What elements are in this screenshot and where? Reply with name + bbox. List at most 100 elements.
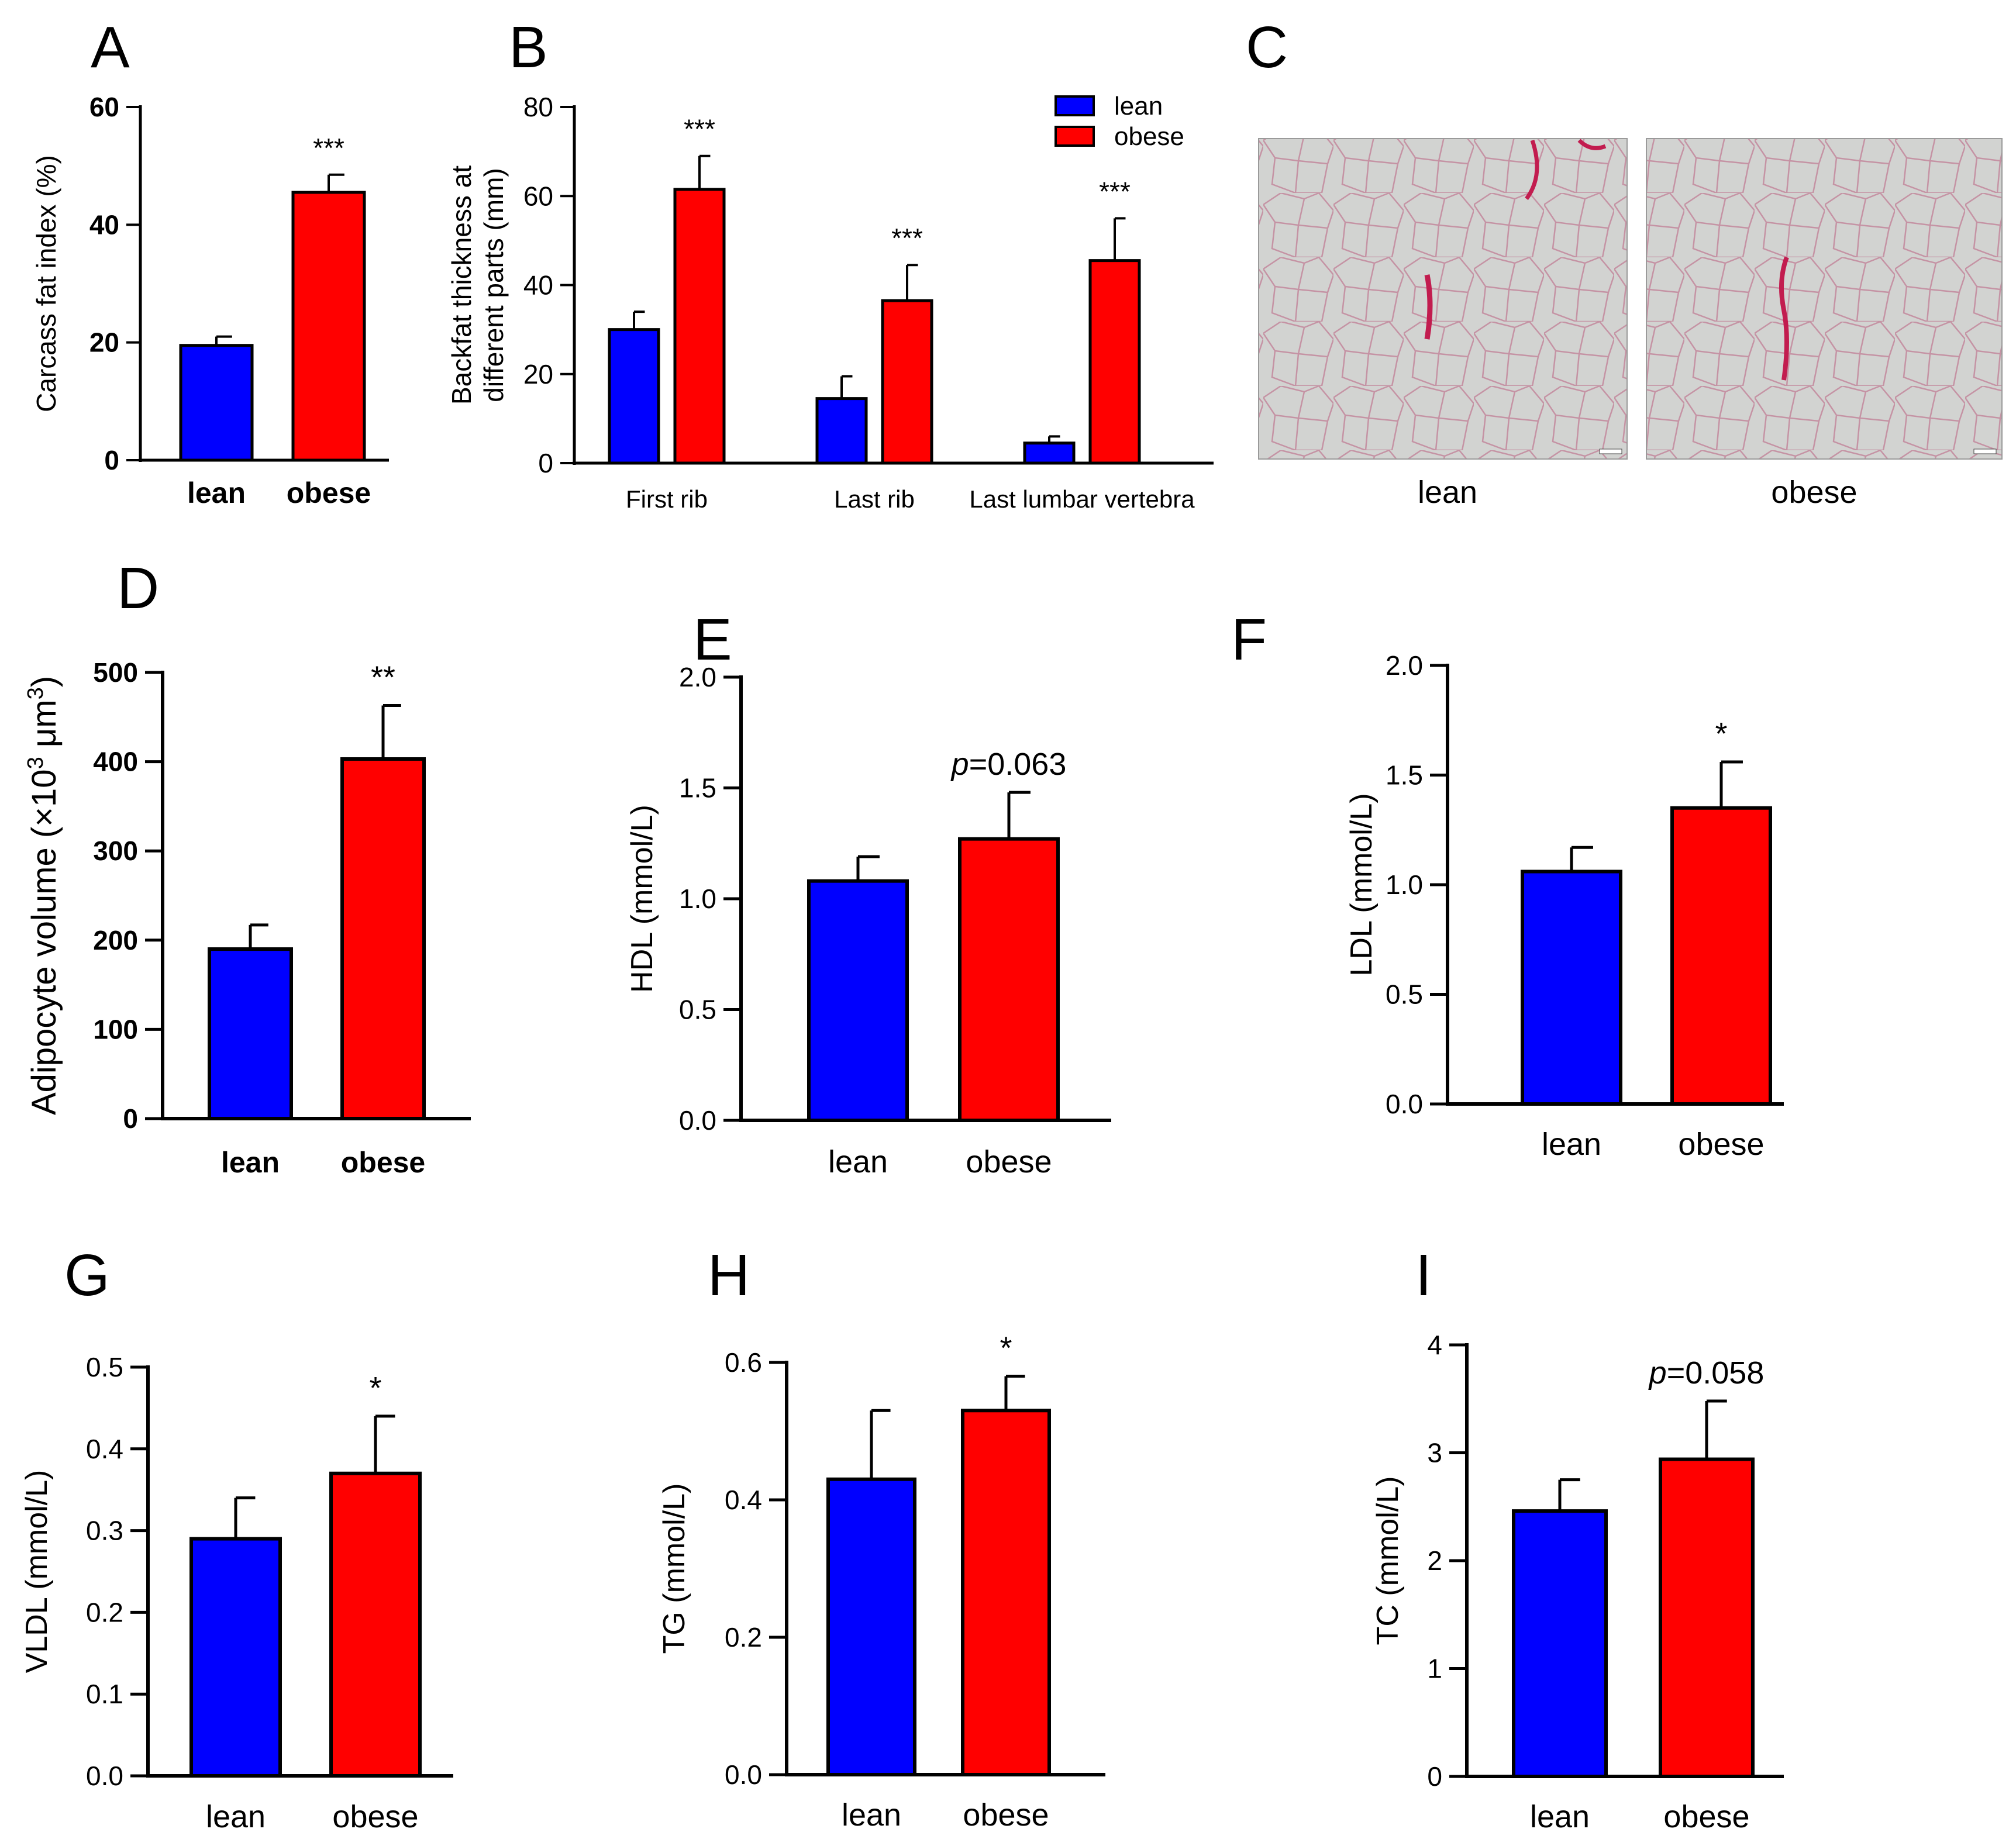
panel-letter-f: F [1231,607,1267,672]
panel-e-y-tick-label: 2.0 [679,662,716,692]
panel-b-category-label: Last lumbar vertebra [969,485,1195,513]
panel-g-y-label: VLDL (mmol/L) [20,1470,54,1674]
panel-i-y-label: TC (mmol/L) [1371,1476,1405,1645]
histology-image-lean [1258,138,1628,460]
panel-f-y-tick-label: 0.5 [1386,979,1423,1010]
panel-f-y-tick-label: 2.0 [1386,650,1423,681]
panel-e-y-tick-label: 0.5 [679,995,716,1025]
panel-letter-g: G [64,1243,110,1308]
panel-b-obese-1-significance: *** [891,223,923,253]
panel-i-y-tick-label: 3 [1427,1438,1442,1468]
panel-h-y-tick-label: 0.6 [725,1347,762,1378]
panel-letter-b: B [509,15,548,80]
panel-g-y-tick-label: 0.4 [86,1434,123,1464]
panel-a-y-label: Carcass fat index (%) [31,155,61,412]
legend-label-lean: lean [1114,92,1163,120]
panel-b-obese-0-significance: *** [684,114,715,144]
panel-a-lean-bar [179,344,254,462]
panel-b-y-label-line1: Backfat thickness at [446,165,477,405]
panel-a-category-label: lean [187,477,246,509]
panel-letter-c: C [1246,15,1288,80]
panel-e-y-tick-label: 1.5 [679,773,716,803]
panel-b-y-tick-label: 80 [523,92,553,122]
panel-b-category-label: Last rib [834,485,915,513]
panel-i-y-tick-label: 1 [1427,1654,1442,1684]
panel-i-y-tick-label: 2 [1427,1545,1442,1576]
panel-g-category-label: obese [332,1799,418,1834]
panel-g-lean-bar [189,1537,282,1778]
panel-i-category-label: lean [1530,1799,1590,1834]
panel-e-obese-bar [958,837,1060,1123]
panel-b-y-tick-label: 40 [523,270,553,301]
panel-e-y-tick-label: 0.0 [679,1105,716,1136]
panel-f-y-tick-label: 1.0 [1386,870,1423,900]
panel-e-obese-significance: p=0.063 [950,747,1067,782]
panel-g-y-tick-label: 0.5 [86,1352,123,1382]
panel-h-y-tick-label: 0.2 [725,1622,762,1652]
panel-h-category-label: obese [963,1797,1049,1833]
panel-g-obese-bar [329,1471,422,1778]
legend-swatch-lean [1054,95,1095,116]
legend-swatch-obese [1054,126,1095,147]
panel-e-lean-bar [807,879,909,1123]
panel-g-y-tick-label: 0.0 [86,1761,123,1791]
panel-d-category-label: lean [221,1146,280,1179]
panel-d-y-tick-label: 100 [93,1014,138,1044]
panel-f-category-label: lean [1542,1127,1601,1162]
panel-g-obese-significance: * [369,1371,381,1406]
panel-b-y-label-line2: different parts (mm) [478,168,509,402]
panel-b-y-tick-label: 0 [538,448,553,478]
panel-h-obese-significance: * [1000,1331,1012,1366]
panel-f-y-tick-label: 0.0 [1386,1089,1423,1119]
panel-b-obese-2-bar [1088,259,1141,465]
panel-b-lean-0-bar [608,328,660,465]
panel-d-y-tick-label: 400 [93,747,138,777]
panel-a-y-tick-label: 40 [89,209,119,240]
panel-e-y-tick-label: 1.0 [679,884,716,914]
panel-i-y-tick-label: 4 [1427,1330,1442,1360]
panel-h-y-tick-label: 0.0 [725,1759,762,1790]
panel-letter-d: D [117,556,159,621]
panel-d-y-label: Adipocyte volume (×103 μm3) [23,676,63,1115]
panel-h-obese-bar [961,1409,1051,1776]
panel-d-y-tick-label: 500 [93,657,138,688]
panel-h-lean-bar [826,1477,916,1776]
panel-d-obese-bar [340,757,426,1120]
panel-e-y-label: HDL (mmol/L) [625,805,659,993]
panel-d-obese-significance: ** [371,660,395,695]
panel-f-obese-bar [1670,806,1772,1106]
panel-b-y-tick-label: 20 [523,359,553,389]
panel-b-obese-1-bar [881,299,933,465]
panel-f-category-label: obese [1678,1127,1764,1162]
legend-label-obese: obese [1114,122,1184,151]
panel-a-y-tick-label: 60 [89,92,119,122]
panel-letter-a: A [91,15,130,80]
panel-d-y-tick-label: 200 [93,925,138,955]
panel-f-y-tick-label: 1.5 [1386,760,1423,791]
panel-i-obese-significance: p=0.058 [1648,1355,1765,1391]
panel-b-obese-2-significance: *** [1099,176,1131,206]
panel-i-y-tick-label: 0 [1427,1761,1442,1792]
panel-d-lean-bar [208,947,293,1121]
panel-a-obese-significance: *** [313,133,344,163]
panel-i-category-label: obese [1663,1799,1749,1834]
panel-i-obese-bar [1659,1457,1755,1779]
histology-label-obese: obese [1771,475,1857,510]
panel-d-category-label: obese [341,1146,426,1179]
panel-d-y-tick-label: 300 [93,836,138,866]
panel-a-category-label: obese [287,477,371,509]
panel-b-obese-0-bar [673,188,726,465]
panel-g-y-tick-label: 0.1 [86,1679,123,1709]
panel-f-obese-significance: * [1715,716,1727,751]
panel-g-y-tick-label: 0.3 [86,1516,123,1546]
panel-g-y-tick-label: 0.2 [86,1597,123,1627]
panel-g-category-label: lean [206,1799,266,1834]
panel-f-y-label: LDL (mmol/L) [1345,793,1379,976]
panel-h-y-label: TG (mmol/L) [657,1483,691,1654]
panel-d-y-tick-label: 0 [123,1103,138,1134]
panel-i-lean-bar [1512,1509,1608,1778]
histology-label-lean: lean [1418,475,1477,510]
panel-letter-h: H [708,1243,750,1308]
panel-b-category-label: First rib [626,485,708,513]
